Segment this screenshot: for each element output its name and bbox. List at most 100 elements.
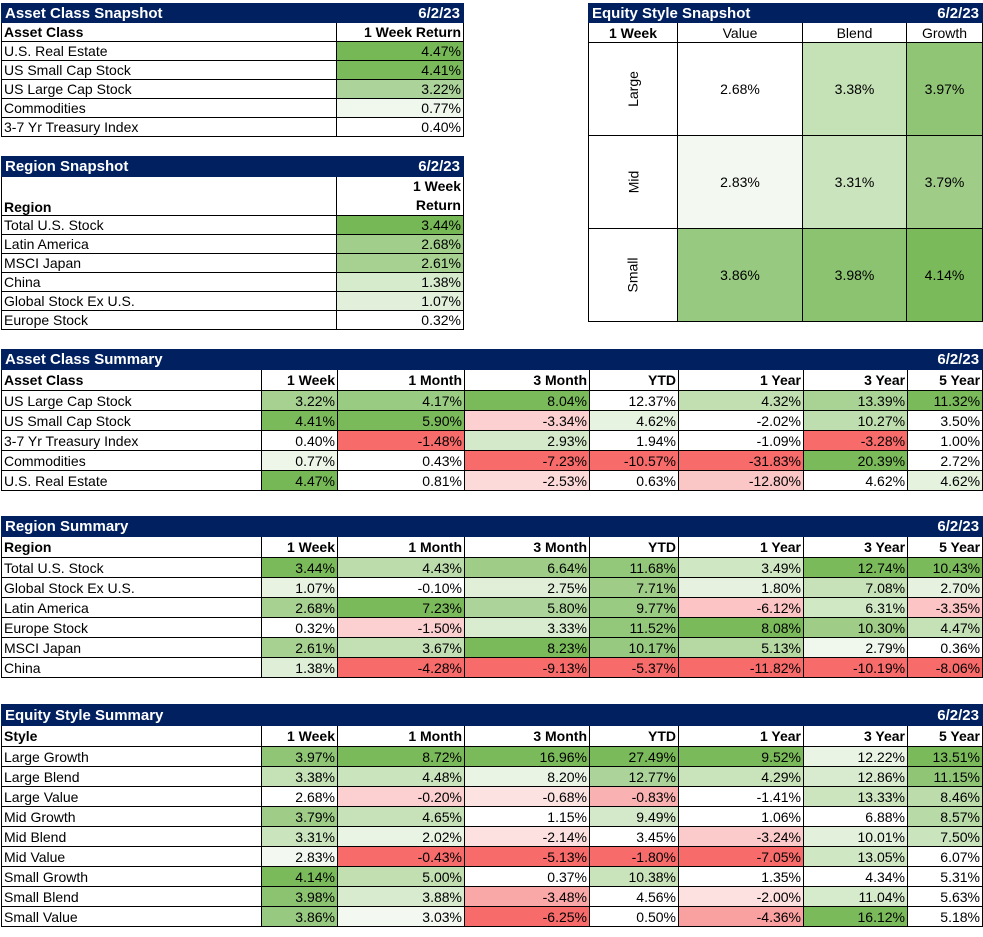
- region-summary-cell: 6.31%: [802, 597, 909, 618]
- region-snapshot-row: Total U.S. Stock 3.44%: [1, 215, 464, 235]
- region-summary-cell: 2.75%: [464, 577, 590, 598]
- asset-summary-rows: US Large Cap Stock 3.22% 4.17% 8.04% 12.37% 4…: [1, 390, 983, 491]
- asset-summary-col-header: 1 Year: [678, 369, 804, 391]
- asset-summary-col-header: 3 Year: [802, 369, 909, 391]
- asset-summary-name: U.S. Real Estate: [1, 470, 262, 491]
- region-summary-cell: 3.49%: [678, 557, 804, 578]
- style-summary-cell: 3.45%: [589, 826, 679, 847]
- asset-summary-cell: 0.63%: [589, 470, 679, 491]
- asset-summary-cell: -1.48%: [337, 430, 465, 451]
- asset-summary-cell: -3.28%: [802, 430, 909, 451]
- asset-summary-col-header: Asset Class: [1, 369, 262, 391]
- region-summary-cell: -9.13%: [464, 657, 590, 678]
- asset-summary-cell: 2.72%: [907, 450, 983, 471]
- region-snapshot-rows: Total U.S. Stock 3.44% Latin America 2.68% M…: [1, 215, 464, 330]
- style-summary-row: Mid Value 2.83% -0.43% -5.13% -1.80% -7.05% 13…: [1, 846, 983, 867]
- style-summary-cell: 4.48%: [337, 766, 465, 787]
- asset-summary-cell: -1.09%: [678, 430, 804, 451]
- style-summary-col-header: Style: [1, 725, 262, 747]
- asset-summary-cell: -31.83%: [678, 450, 804, 471]
- style-summary-cell: 2.02%: [337, 826, 465, 847]
- region-summary-cell: -8.06%: [907, 657, 983, 678]
- style-summary-cell: 3.38%: [261, 766, 338, 787]
- asset-summary-cell: 4.62%: [802, 470, 909, 491]
- region-snapshot-value: 2.61%: [336, 253, 464, 273]
- style-summary-cell: -4.36%: [678, 906, 804, 927]
- style-summary-cell: -3.48%: [464, 886, 590, 907]
- style-summary-name: Mid Growth: [1, 806, 262, 827]
- region-summary-col-header: 1 Year: [678, 536, 804, 558]
- asset-summary-col-header: 3 Month: [464, 369, 590, 391]
- region-snapshot-name: Total U.S. Stock: [1, 215, 337, 235]
- region-summary-name: Total U.S. Stock: [1, 557, 262, 578]
- region-summary-cell: 12.74%: [802, 557, 909, 578]
- region-snapshot-row: Europe Stock 0.32%: [1, 310, 464, 330]
- asset-snapshot-value: 4.47%: [336, 41, 464, 61]
- style-summary-name: Large Value: [1, 786, 262, 807]
- region-snapshot-row: China 1.38%: [1, 272, 464, 292]
- style-summary-name: Large Growth: [1, 746, 262, 767]
- asset-summary-cell: 20.39%: [802, 450, 909, 471]
- region-summary-col-header: 5 Year: [907, 536, 983, 558]
- style-summary-cell: -2.14%: [464, 826, 590, 847]
- style-summary-cell: 1.06%: [678, 806, 804, 827]
- style-snapshot-cell: 2.68%: [677, 42, 803, 136]
- style-summary-cell: 8.20%: [464, 766, 590, 787]
- style-summary-cell: 9.52%: [678, 746, 804, 767]
- region-summary-name: China: [1, 657, 262, 678]
- asset-summary-name: US Large Cap Stock: [1, 390, 262, 411]
- asset-summary-cell: 0.77%: [261, 450, 338, 471]
- style-snapshot-grid: Large 2.68% 3.38% 3.97% Mid 2.83% 3.31% 3.79% Sm…: [588, 42, 983, 322]
- style-snapshot-corner: 1 Week: [588, 22, 678, 43]
- style-summary-cell: -7.05%: [678, 846, 804, 867]
- region-summary-cell: 2.61%: [261, 637, 338, 658]
- style-summary-cell: 5.63%: [907, 886, 983, 907]
- asset-snapshot-name: US Large Cap Stock: [1, 79, 337, 99]
- style-summary-cell: 4.34%: [803, 866, 908, 887]
- style-row-label-text: Mid: [625, 170, 641, 194]
- style-summary-cell: 5.31%: [907, 866, 983, 887]
- asset-summary-cell: -10.57%: [589, 450, 679, 471]
- region-snapshot-row: Global Stock Ex U.S. 1.07%: [1, 291, 464, 311]
- region-snapshot-name: MSCI Japan: [1, 253, 337, 273]
- style-summary-cell: 11.15%: [907, 766, 983, 787]
- asset-summary-cell: 2.93%: [464, 430, 590, 451]
- style-summary-name: Small Value: [1, 906, 262, 927]
- style-row-label: Mid: [588, 135, 678, 229]
- region-summary-cell: 1.07%: [261, 577, 338, 598]
- style-summary-cell: 12.86%: [803, 766, 908, 787]
- style-summary-cell: 10.38%: [589, 866, 679, 887]
- style-row-label-text: Small: [624, 257, 641, 293]
- asset-snapshot-name: US Small Cap Stock: [1, 60, 337, 80]
- region-summary-cell: -6.12%: [678, 597, 804, 618]
- asset-snapshot-title: Asset Class Snapshot: [1, 3, 337, 23]
- asset-snapshot-value: 0.40%: [336, 117, 464, 137]
- style-summary-cell: -3.24%: [678, 826, 804, 847]
- style-summary-name: Small Growth: [1, 866, 262, 887]
- asset-summary-col-header: 5 Year: [907, 369, 983, 391]
- asset-summary-cell: 1.00%: [907, 430, 983, 451]
- region-summary-col-header: 1 Month: [337, 536, 465, 558]
- style-summary-cell: 3.98%: [261, 886, 338, 907]
- style-summary-cell: 11.04%: [803, 886, 908, 907]
- style-summary-row: Large Blend 3.38% 4.48% 8.20% 12.77% 4.29% 12.…: [1, 766, 983, 787]
- region-snapshot: Region Snapshot 6/2/23 Region 1 Week Retu…: [1, 156, 464, 330]
- style-summary-col-header: YTD: [589, 725, 679, 747]
- asset-snapshot-col-return: 1 Week Return: [336, 22, 464, 42]
- asset-summary-cell: -2.02%: [678, 410, 804, 431]
- region-snapshot-name: Latin America: [1, 234, 337, 254]
- style-summary-name: Mid Blend: [1, 826, 262, 847]
- asset-summary-cell: -12.80%: [678, 470, 804, 491]
- style-snapshot-cell: 3.86%: [677, 228, 803, 322]
- style-summary-cell: 4.56%: [589, 886, 679, 907]
- style-summary-cell: 6.07%: [907, 846, 983, 867]
- region-summary-cell: 8.08%: [678, 617, 804, 638]
- asset-snapshot-value: 4.41%: [336, 60, 464, 80]
- asset-summary-cell: 0.81%: [337, 470, 465, 491]
- region-summary-name: Europe Stock: [1, 617, 262, 638]
- region-summary-cell: 9.77%: [589, 597, 679, 618]
- asset-summary-name: 3-7 Yr Treasury Index: [1, 430, 262, 451]
- asset-summary-cell: 0.40%: [261, 430, 338, 451]
- style-summary-cell: 0.50%: [589, 906, 679, 927]
- region-summary-row: MSCI Japan 2.61% 3.67% 8.23% 10.17% 5.13% 2.79…: [1, 637, 983, 658]
